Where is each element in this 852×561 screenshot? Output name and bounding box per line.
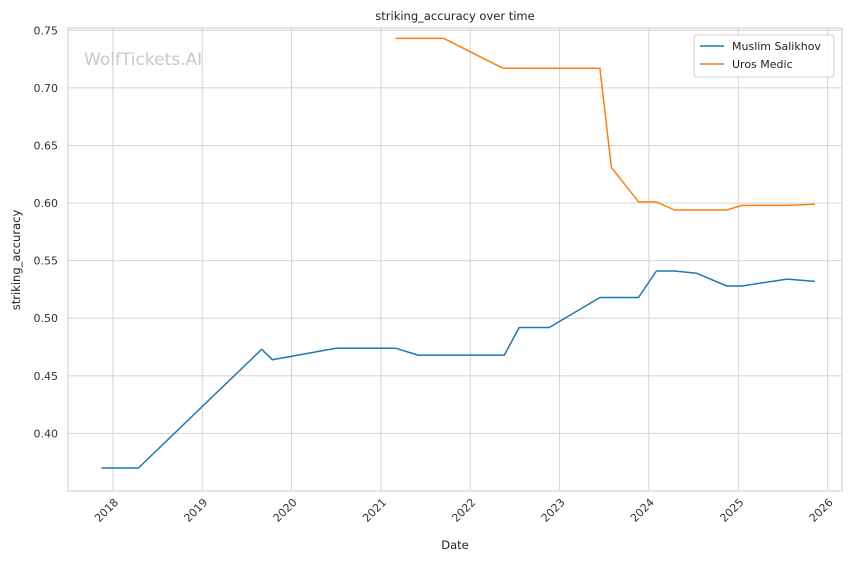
plot-area: WolfTickets.AI 0.40 0.45 0.50 0.55 0.60 0.65 0.… <box>34 24 843 525</box>
y-tick-label: 0.45 <box>34 370 59 383</box>
legend-box <box>693 34 835 78</box>
y-axis-label: striking_accuracy <box>9 210 23 311</box>
x-tick-label: 2022 <box>449 496 478 525</box>
y-tick-label: 0.70 <box>34 82 59 95</box>
x-tick-label: 2018 <box>92 496 121 525</box>
legend: Muslim Salikhov Uros Medic <box>693 34 835 78</box>
x-tick-label: 2023 <box>539 496 568 525</box>
x-tick-label: 2025 <box>717 496 746 525</box>
legend-label: Muslim Salikhov <box>732 40 821 53</box>
y-tick-label: 0.55 <box>34 255 59 268</box>
x-tick-label: 2020 <box>271 496 300 525</box>
plot-background <box>68 28 842 491</box>
series-line-muslim-salikhov <box>101 270 815 469</box>
x-tick-label: 2021 <box>360 496 389 525</box>
legend-label: Uros Medic <box>732 58 793 71</box>
y-tick-label: 0.60 <box>34 197 59 210</box>
x-axis-label: Date <box>441 538 469 552</box>
y-tick-label: 0.40 <box>34 427 59 440</box>
x-tick-label: 2024 <box>628 496 657 525</box>
series-line-uros-medic <box>395 37 815 211</box>
watermark: WolfTickets.AI <box>84 50 202 70</box>
y-tick-label: 0.65 <box>34 139 59 152</box>
x-tick-label: 2026 <box>807 496 836 525</box>
y-tick-label: 0.75 <box>34 24 59 37</box>
x-tick-label: 2019 <box>181 496 210 525</box>
plot-frame <box>67 27 843 492</box>
y-tick-label: 0.50 <box>34 312 59 325</box>
chart-title: striking_accuracy over time <box>375 9 534 23</box>
